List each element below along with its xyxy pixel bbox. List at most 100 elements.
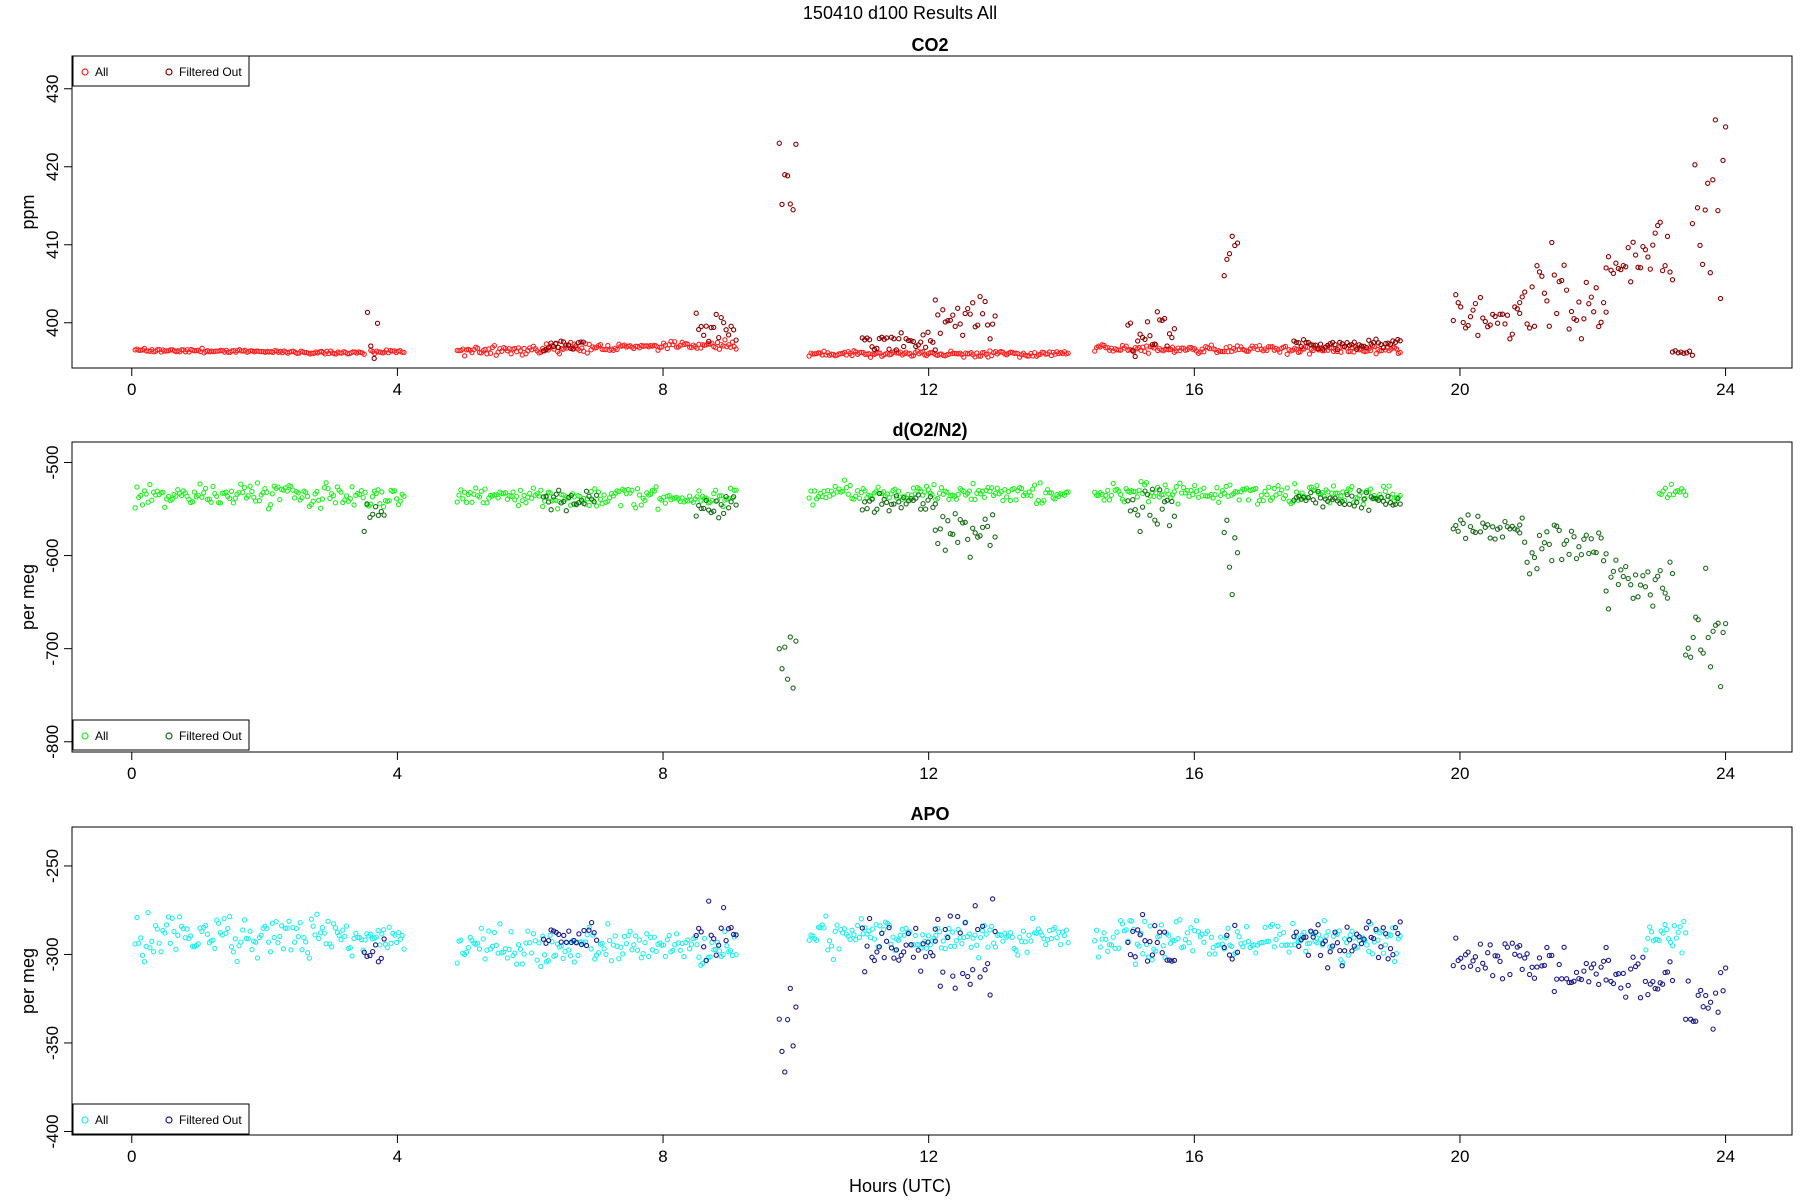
o2n2-data-point: [633, 504, 639, 511]
o2n2-data-point: [965, 536, 971, 543]
o2n2-data-point: [1052, 496, 1058, 502]
co2-data-point: [696, 326, 702, 333]
o2n2-data-point: [1180, 484, 1187, 491]
o2n2-data-point: [160, 489, 166, 495]
apo-data-point: [806, 937, 812, 943]
o2n2-data-point: [920, 501, 926, 507]
apo-data-point: [1526, 971, 1533, 978]
co2-data-point: [199, 345, 205, 351]
o2n2-data-point: [545, 499, 552, 505]
o2n2-data-point: [1349, 483, 1355, 490]
apo-data-point: [1154, 939, 1160, 946]
o2n2-data-point: [1145, 499, 1152, 505]
apo-x-tick-label: 0: [127, 1147, 136, 1166]
apo-data-point: [1681, 918, 1687, 925]
o2n2-data-point: [1563, 537, 1570, 544]
co2-data-point: [1705, 180, 1711, 186]
co2-data-point: [1300, 337, 1307, 343]
co2-data-point: [1591, 309, 1597, 315]
co2-data-point: [779, 201, 785, 208]
o2n2-y-tick-label: -500: [43, 445, 62, 479]
apo-data-point: [1551, 988, 1557, 995]
apo-data-point: [922, 953, 929, 960]
co2-data-point: [1546, 323, 1552, 329]
co2-data-point: [1692, 162, 1698, 168]
apo-legend-filtered-label: Filtered Out: [179, 1113, 242, 1127]
o2n2-data-point: [1330, 483, 1337, 489]
co2-data-point: [545, 345, 552, 351]
co2-data-point: [984, 322, 991, 328]
o2n2-data-point: [1127, 508, 1134, 514]
o2n2-data-point: [228, 488, 235, 494]
apo-data-point: [1108, 942, 1115, 948]
co2-data-point: [918, 339, 924, 345]
apo-data-point: [640, 950, 646, 957]
apo-data-point: [308, 916, 314, 922]
o2n2-data-point: [1108, 492, 1115, 499]
apo-data-point: [698, 929, 704, 935]
apo-data-point: [696, 925, 702, 932]
apo-data-point: [586, 924, 592, 931]
co2-data-point: [733, 337, 739, 343]
apo-data-point: [979, 923, 986, 929]
o2n2-data-point: [1586, 550, 1592, 557]
co2-data-point: [1313, 342, 1319, 348]
co2-data-point: [508, 351, 514, 357]
o2n2-data-point: [733, 502, 739, 508]
o2n2-data-point: [1366, 507, 1372, 513]
co2-data-point: [1642, 247, 1649, 253]
co2-data-point: [1681, 350, 1687, 356]
o2n2-data-point: [1132, 506, 1138, 513]
o2n2-data-point: [1334, 490, 1340, 496]
o2n2-x-tick-label: 8: [658, 764, 667, 783]
apo-data-point: [1243, 923, 1250, 930]
o2n2-data-point: [847, 482, 853, 489]
o2n2-data-point: [1717, 683, 1724, 690]
apo-data-point: [1576, 975, 1582, 982]
co2-data-point: [1377, 348, 1383, 354]
o2n2-data-point: [547, 490, 553, 496]
o2n2-data-point: [1690, 634, 1696, 641]
apo-data-point: [701, 944, 707, 950]
apo-data-point: [1190, 948, 1196, 954]
o2n2-data-point: [931, 481, 937, 488]
co2-legend-all-label: All: [95, 65, 108, 79]
apo-data-point: [1583, 960, 1589, 967]
apo-data-point: [1223, 935, 1229, 941]
apo-x-tick-label: 20: [1450, 1147, 1469, 1166]
o2n2-data-point: [1519, 515, 1525, 521]
o2n2-data-point: [1683, 652, 1689, 658]
co2-data-point: [733, 346, 739, 352]
co2-data-point: [1655, 222, 1661, 229]
o2n2-data-point: [1578, 551, 1585, 558]
co2-data-point: [1554, 310, 1560, 317]
co2-data-point: [1678, 349, 1684, 355]
apo-data-point: [1370, 935, 1377, 942]
apo-data-point: [1206, 951, 1213, 957]
o2n2-data-point: [1093, 492, 1100, 499]
apo-data-point: [273, 918, 279, 925]
apo-data-point: [1225, 925, 1231, 931]
o2n2-data-point: [940, 513, 946, 520]
o2n2-data-point: [1664, 595, 1671, 601]
apo-data-point: [1623, 994, 1629, 1000]
o2n2-y-tick-label: -800: [43, 725, 62, 759]
o2n2-data-point: [955, 539, 961, 546]
o2n2-data-point: [979, 524, 986, 531]
apo-data-point: [370, 948, 376, 955]
o2n2-data-point: [869, 496, 875, 502]
o2n2-data-point: [1487, 535, 1493, 541]
apo-data-point: [1369, 951, 1376, 957]
o2n2-data-point: [1566, 551, 1572, 558]
o2n2-data-point: [591, 499, 597, 505]
apo-data-point: [1485, 950, 1491, 956]
co2-data-point: [790, 207, 796, 213]
apo-legend: All Filtered Out: [72, 1103, 250, 1135]
apo-data-point: [1637, 995, 1644, 1001]
apo-data-point: [497, 921, 503, 927]
apo-data-point: [478, 925, 484, 931]
o2n2-data-point: [469, 499, 475, 505]
apo-data-point: [1329, 943, 1336, 949]
apo-data-point: [1497, 958, 1503, 965]
apo-data-point: [566, 947, 572, 953]
